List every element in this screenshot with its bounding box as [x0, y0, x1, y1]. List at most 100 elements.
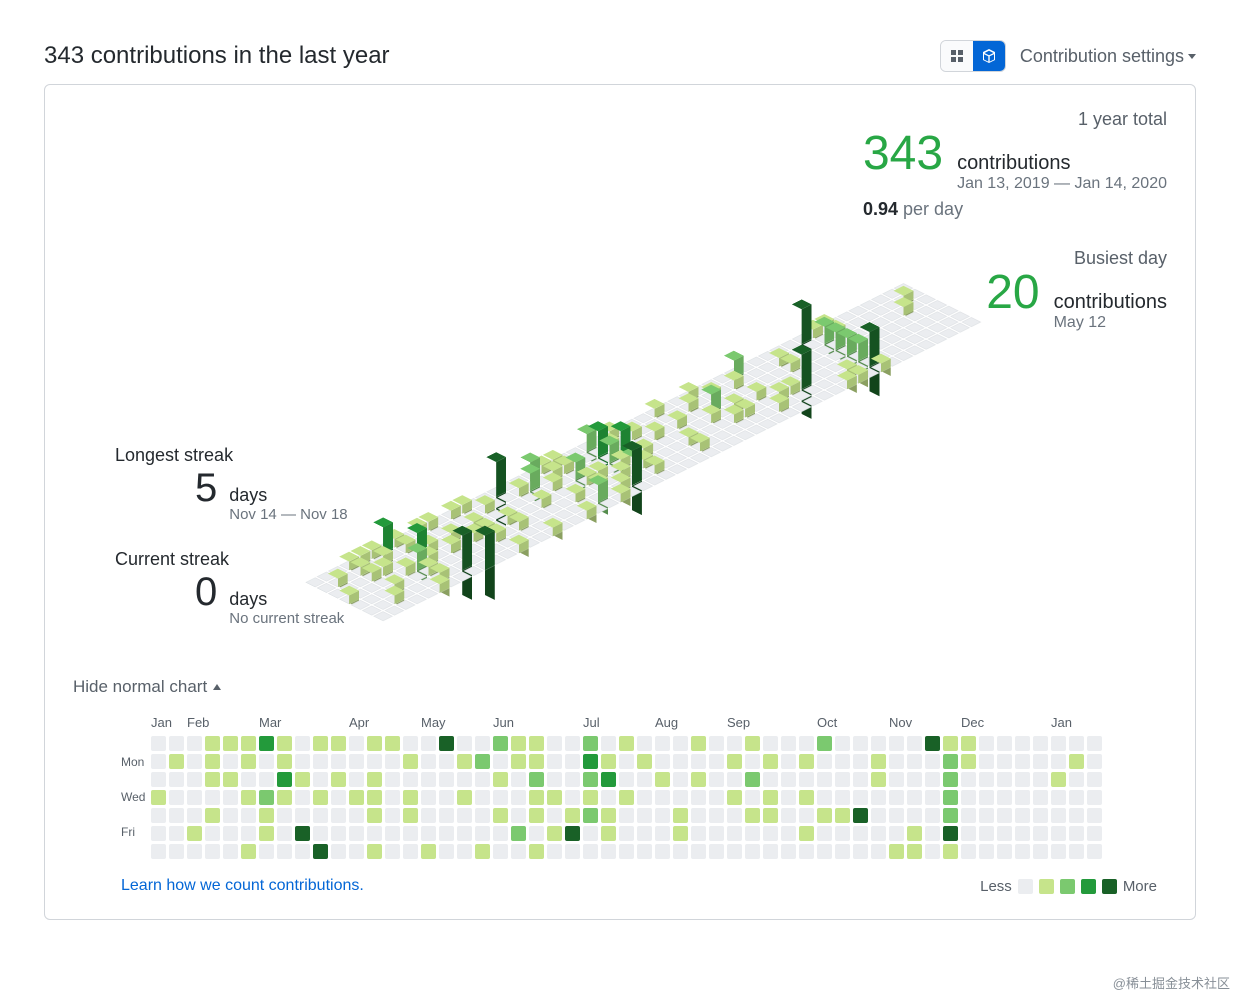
calendar-day-cell[interactable]: [259, 826, 274, 841]
calendar-day-cell[interactable]: [1087, 790, 1102, 805]
calendar-day-cell[interactable]: [403, 772, 418, 787]
calendar-day-cell[interactable]: [727, 808, 742, 823]
calendar-day-cell[interactable]: [637, 754, 652, 769]
calendar-day-cell[interactable]: [169, 754, 184, 769]
calendar-day-cell[interactable]: [655, 790, 670, 805]
calendar-day-cell[interactable]: [421, 754, 436, 769]
calendar-day-cell[interactable]: [871, 826, 886, 841]
calendar-day-cell[interactable]: [799, 754, 814, 769]
contribution-settings-dropdown[interactable]: Contribution settings: [1020, 46, 1196, 67]
calendar-day-cell[interactable]: [493, 808, 508, 823]
calendar-day-cell[interactable]: [439, 736, 454, 751]
calendar-day-cell[interactable]: [727, 790, 742, 805]
calendar-day-cell[interactable]: [151, 772, 166, 787]
calendar-day-cell[interactable]: [331, 826, 346, 841]
calendar-day-cell[interactable]: [871, 790, 886, 805]
calendar-day-cell[interactable]: [547, 736, 562, 751]
calendar-day-cell[interactable]: [547, 808, 562, 823]
calendar-day-cell[interactable]: [223, 772, 238, 787]
calendar-day-cell[interactable]: [709, 754, 724, 769]
calendar-day-cell[interactable]: [205, 844, 220, 859]
calendar-day-cell[interactable]: [727, 754, 742, 769]
calendar-day-cell[interactable]: [601, 736, 616, 751]
calendar-day-cell[interactable]: [637, 826, 652, 841]
calendar-day-cell[interactable]: [151, 844, 166, 859]
calendar-day-cell[interactable]: [961, 844, 976, 859]
calendar-day-cell[interactable]: [529, 826, 544, 841]
calendar-day-cell[interactable]: [637, 736, 652, 751]
calendar-day-cell[interactable]: [1015, 772, 1030, 787]
calendar-day-cell[interactable]: [295, 826, 310, 841]
calendar-day-cell[interactable]: [601, 754, 616, 769]
calendar-day-cell[interactable]: [1087, 772, 1102, 787]
calendar-day-cell[interactable]: [817, 772, 832, 787]
calendar-day-cell[interactable]: [277, 826, 292, 841]
calendar-day-cell[interactable]: [619, 826, 634, 841]
calendar-day-cell[interactable]: [817, 826, 832, 841]
calendar-day-cell[interactable]: [943, 790, 958, 805]
calendar-day-cell[interactable]: [547, 844, 562, 859]
calendar-day-cell[interactable]: [835, 826, 850, 841]
calendar-day-cell[interactable]: [583, 790, 598, 805]
calendar-day-cell[interactable]: [331, 844, 346, 859]
calendar-day-cell[interactable]: [673, 772, 688, 787]
calendar-day-cell[interactable]: [349, 808, 364, 823]
calendar-day-cell[interactable]: [817, 736, 832, 751]
calendar-day-cell[interactable]: [817, 808, 832, 823]
calendar-day-cell[interactable]: [205, 736, 220, 751]
calendar-day-cell[interactable]: [907, 844, 922, 859]
calendar-day-cell[interactable]: [655, 826, 670, 841]
calendar-day-cell[interactable]: [565, 844, 580, 859]
calendar-day-cell[interactable]: [709, 808, 724, 823]
calendar-day-cell[interactable]: [619, 772, 634, 787]
calendar-day-cell[interactable]: [925, 808, 940, 823]
calendar-day-cell[interactable]: [781, 790, 796, 805]
calendar-day-cell[interactable]: [781, 754, 796, 769]
calendar-day-cell[interactable]: [403, 790, 418, 805]
calendar-day-cell[interactable]: [493, 754, 508, 769]
calendar-day-cell[interactable]: [1069, 754, 1084, 769]
calendar-day-cell[interactable]: [835, 808, 850, 823]
calendar-day-cell[interactable]: [439, 844, 454, 859]
calendar-day-cell[interactable]: [781, 772, 796, 787]
calendar-day-cell[interactable]: [457, 826, 472, 841]
calendar-day-cell[interactable]: [997, 736, 1012, 751]
calendar-day-cell[interactable]: [619, 790, 634, 805]
calendar-day-cell[interactable]: [295, 736, 310, 751]
calendar-day-cell[interactable]: [151, 826, 166, 841]
calendar-day-cell[interactable]: [493, 826, 508, 841]
calendar-day-cell[interactable]: [637, 808, 652, 823]
calendar-day-cell[interactable]: [583, 736, 598, 751]
calendar-day-cell[interactable]: [565, 826, 580, 841]
view-flat-button[interactable]: [941, 41, 973, 71]
calendar-day-cell[interactable]: [745, 772, 760, 787]
calendar-day-cell[interactable]: [889, 736, 904, 751]
calendar-day-cell[interactable]: [835, 844, 850, 859]
calendar-day-cell[interactable]: [511, 772, 526, 787]
calendar-day-cell[interactable]: [619, 844, 634, 859]
calendar-day-cell[interactable]: [367, 754, 382, 769]
calendar-day-cell[interactable]: [439, 826, 454, 841]
calendar-day-cell[interactable]: [493, 772, 508, 787]
calendar-day-cell[interactable]: [835, 790, 850, 805]
calendar-day-cell[interactable]: [979, 844, 994, 859]
calendar-day-cell[interactable]: [745, 808, 760, 823]
calendar-day-cell[interactable]: [781, 844, 796, 859]
calendar-day-cell[interactable]: [943, 772, 958, 787]
calendar-day-cell[interactable]: [997, 826, 1012, 841]
calendar-day-cell[interactable]: [385, 844, 400, 859]
calendar-day-cell[interactable]: [241, 772, 256, 787]
calendar-day-cell[interactable]: [313, 808, 328, 823]
calendar-day-cell[interactable]: [151, 808, 166, 823]
calendar-day-cell[interactable]: [1051, 736, 1066, 751]
calendar-day-cell[interactable]: [277, 808, 292, 823]
calendar-day-cell[interactable]: [169, 826, 184, 841]
calendar-day-cell[interactable]: [331, 808, 346, 823]
calendar-day-cell[interactable]: [169, 808, 184, 823]
calendar-day-cell[interactable]: [655, 844, 670, 859]
calendar-day-cell[interactable]: [511, 736, 526, 751]
calendar-day-cell[interactable]: [151, 736, 166, 751]
calendar-day-cell[interactable]: [475, 772, 490, 787]
calendar-day-cell[interactable]: [727, 826, 742, 841]
calendar-day-cell[interactable]: [889, 772, 904, 787]
